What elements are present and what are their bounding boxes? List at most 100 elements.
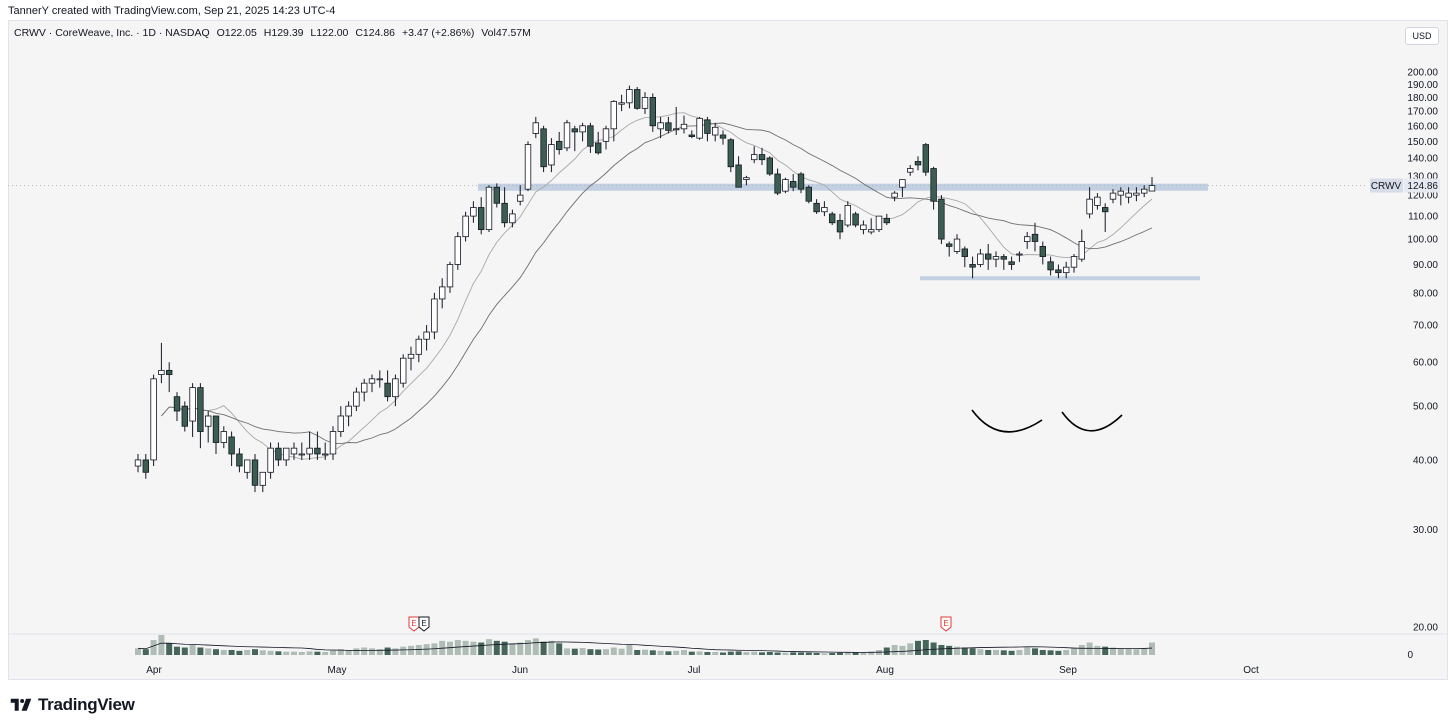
candle <box>1016 251 1023 262</box>
volume-bar <box>665 651 672 655</box>
earnings-marker-label: E <box>411 619 416 628</box>
candle <box>314 431 321 460</box>
volume-bar <box>1102 646 1109 655</box>
candle <box>524 141 532 192</box>
candle-body <box>782 179 789 192</box>
candle <box>259 471 266 493</box>
volume-bar <box>392 648 399 655</box>
candle <box>1063 261 1070 279</box>
candle <box>891 191 898 202</box>
tradingview-logo[interactable]: TradingView <box>8 693 135 717</box>
candle <box>1000 253 1007 270</box>
candle-body <box>509 213 516 224</box>
candle-body <box>688 134 695 137</box>
volume-bar <box>189 645 196 655</box>
volume-axis-label: 0 <box>1407 650 1413 661</box>
candle <box>860 220 867 235</box>
candle-body <box>907 168 914 173</box>
candle <box>446 261 454 293</box>
volume-bar <box>205 648 212 655</box>
candle <box>329 426 337 460</box>
volume-bar <box>259 650 266 655</box>
symbol-legend: CRWV · CoreWeave, Inc. · 1D · NASDAQ O12… <box>14 27 535 39</box>
candle-body <box>946 243 953 247</box>
candle <box>735 156 742 188</box>
earnings-marker: E <box>940 616 952 632</box>
volume-bar <box>930 642 937 655</box>
candle-body <box>1055 269 1062 274</box>
volume-bar <box>985 650 992 655</box>
candle-body <box>844 204 851 226</box>
volume-bar <box>649 650 656 655</box>
candle <box>189 383 196 437</box>
volume-bar <box>868 651 875 655</box>
candle <box>368 374 376 393</box>
volume-bar <box>1024 647 1031 655</box>
volume-bar <box>220 650 227 655</box>
volume-bar <box>236 650 243 655</box>
y-tick-label: 150.00 <box>1407 137 1438 148</box>
candle-body <box>735 164 742 188</box>
candle <box>228 431 235 467</box>
chart-area[interactable] <box>8 20 1448 680</box>
candle-body <box>290 447 298 455</box>
earnings-marker: E <box>408 616 420 632</box>
volume-bar <box>158 635 165 655</box>
volume-bar <box>954 646 960 655</box>
candle-body <box>228 436 235 455</box>
candle-body <box>454 236 461 265</box>
volume-bar <box>759 652 765 655</box>
candle <box>883 213 890 226</box>
sr-zone <box>478 183 1208 191</box>
candle-body <box>1031 233 1039 242</box>
legend-low: L122.00 <box>310 27 349 39</box>
legend-open: O122.05 <box>216 27 257 39</box>
candle-body <box>321 453 329 456</box>
candle <box>399 354 407 388</box>
candle-body <box>197 387 204 432</box>
candle <box>595 131 602 155</box>
currency-button[interactable]: USD <box>1405 27 1439 45</box>
candle-body <box>446 264 454 288</box>
candle <box>907 164 914 176</box>
candle <box>626 85 633 109</box>
volume-bar <box>993 650 999 655</box>
candle <box>462 211 469 242</box>
candle <box>579 122 586 142</box>
candle-body <box>860 224 867 231</box>
volume-bar <box>782 652 789 655</box>
volume-bar <box>798 652 804 655</box>
candle-body <box>493 186 500 204</box>
volume-bar <box>135 648 141 655</box>
candle <box>758 147 766 165</box>
candle-body <box>431 298 438 333</box>
candle-body <box>392 378 399 398</box>
candle <box>275 442 282 467</box>
candle <box>938 195 945 244</box>
volume-bar <box>252 649 258 655</box>
candle-body <box>470 207 477 217</box>
legend-close: C124.86 <box>355 27 396 39</box>
volume-bar <box>579 648 586 655</box>
y-tick-label: 180.00 <box>1407 93 1438 104</box>
volume-bar <box>1063 650 1070 655</box>
candle-body <box>587 125 594 147</box>
legend-high: H129.39 <box>263 27 304 39</box>
candle-body <box>657 122 664 130</box>
candle <box>477 197 485 235</box>
volume-bar <box>1000 650 1007 655</box>
rounded-bottom-right <box>1061 411 1123 432</box>
candle <box>517 185 524 206</box>
candle <box>641 92 649 115</box>
candle-body <box>407 353 415 359</box>
candle-body <box>1070 256 1078 268</box>
volume-bar <box>353 648 360 655</box>
candle <box>1086 187 1093 219</box>
candle <box>649 93 656 132</box>
candle <box>212 415 220 454</box>
candle-body <box>423 331 430 340</box>
y-tick-label: 160.00 <box>1407 121 1438 132</box>
volume-bar <box>595 649 602 655</box>
candle-body <box>595 142 602 154</box>
